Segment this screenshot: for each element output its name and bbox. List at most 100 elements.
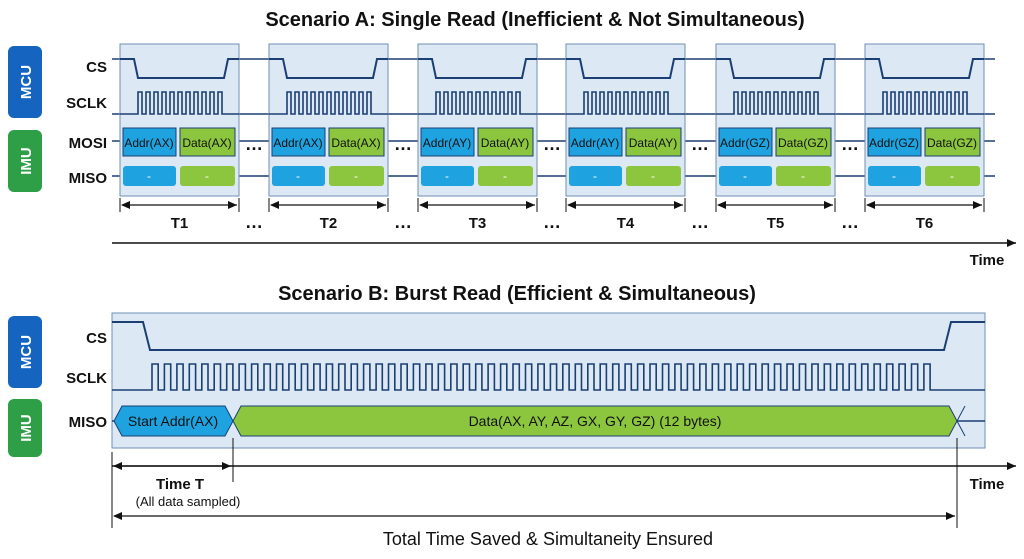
mosi-data-box [477,127,534,157]
scenario-b-cs-label: CS [86,330,107,347]
cs-pulse [269,58,388,79]
miso-value-a: - [296,169,300,183]
miso-box-b [626,166,681,186]
scenario-b-mcu-label: MCU [18,335,35,369]
scenario-b-data-segment: Data(AX, AY, AZ, GX, GY, GZ) (12 bytes) [232,405,958,437]
miso-value-b: - [354,169,358,183]
scenario-a-imu-label: IMU [18,147,35,175]
scenario-b-data-label: Data(AX, AY, AZ, GX, GY, GZ) (12 bytes) [469,413,722,429]
mosi-ellipsis: … [245,134,263,154]
miso-value-a: - [593,169,597,183]
mosi-addr-box [271,127,326,157]
cs-pulse [865,58,984,79]
mosi-data-box [625,127,682,157]
mosi-addr-label: Addr(AX) [124,136,173,150]
miso-box-b [478,166,533,186]
scenario-b-time-t-note: (All data sampled) [136,494,241,509]
miso-value-b: - [950,169,954,183]
mosi-data-box [328,127,385,157]
mosi-addr-box [420,127,475,157]
mosi-ellipsis: … [691,134,709,154]
cs-pulse [120,58,239,79]
sclk-pulses [865,91,984,115]
mosi-addr-box [122,127,177,157]
miso-value-a: - [743,169,747,183]
mosi-addr-label: Addr(AY) [571,136,619,150]
mosi-addr-box [568,127,623,157]
sclk-pulses [120,91,239,115]
scenario-a-mcu-label: MCU [18,65,35,99]
miso-box-a [272,166,325,186]
period-label: T6 [916,215,934,232]
period-label: T4 [617,215,635,232]
scenario-a-cs-label: CS [86,59,107,76]
scenario-b-time-label: Time [970,476,1005,493]
mosi-ellipsis: … [841,134,859,154]
sclk-pulses [566,91,685,115]
scenario-b-start-addr-segment: Start Addr(AX) [113,405,234,437]
scenario-b-sclk-label: SCLK [66,370,107,387]
miso-box-a [569,166,622,186]
scenario-a-mcu-badge: MCU [8,46,42,118]
sclk-pulses [418,91,537,115]
scenario-b-miso-tail [956,405,966,437]
miso-value-a: - [445,169,449,183]
miso-value-b: - [651,169,655,183]
sclk-b-pulses [112,363,985,391]
transaction-5: Addr(GZ) Data(GZ) - - T5 [715,43,836,232]
miso-value-b: - [205,169,209,183]
scenario-a-imu-badge: IMU [8,130,42,192]
transaction-2: Addr(AX) Data(AX) - - T2 [268,43,389,232]
miso-box-a [421,166,474,186]
period-ellipsis: … [841,212,859,232]
miso-box-b [925,166,980,186]
scenario-b-miso-label: MISO [69,414,108,431]
transaction-6: Addr(GZ) Data(GZ) - - T6 [864,43,985,232]
mosi-ellipsis: … [543,134,561,154]
mosi-addr-box [867,127,922,157]
scenario-b-title: Scenario B: Burst Read (Efficient & Simu… [278,283,756,305]
period-label: T3 [469,215,487,232]
miso-box-a [868,166,921,186]
scenario-b-imu-label: IMU [18,414,35,442]
mosi-addr-label: Addr(GZ) [869,136,919,150]
mosi-data-label: Data(AY) [481,136,529,150]
period-ellipsis: … [394,212,412,232]
scenario-b-sclk-waveform [112,363,985,391]
scenario-b-time-t-label: Time T [156,476,204,493]
miso-value-a: - [892,169,896,183]
miso-value-a: - [147,169,151,183]
sclk-pulses [269,91,388,115]
scenario-a-sclk-label: SCLK [66,95,107,112]
cs-pulse [418,58,537,79]
scenario-a-mosi-label: MOSI [69,135,107,152]
scenario-a-time-label: Time [970,252,1005,269]
mosi-addr-label: Addr(AY) [423,136,471,150]
period-ellipsis: … [691,212,709,232]
scenario-a-timing: Addr(AX) Data(AX) - - T1 … … Addr(AX) Data(AX) - -… [112,43,995,232]
period-label: T1 [171,215,189,232]
transaction-4: Addr(AY) Data(AY) - - T4 [565,43,686,232]
scenario-b-start-addr-label: Start Addr(AX) [128,413,218,429]
miso-value-b: - [503,169,507,183]
miso-box-a [123,166,176,186]
mosi-data-box [775,127,832,157]
period-ellipsis: … [543,212,561,232]
cs-pulse [566,58,685,79]
miso-box-b [776,166,831,186]
scenario-a-miso-label: MISO [69,170,108,187]
sclk-pulses [716,91,835,115]
scenario-b-mcu-badge: MCU [8,316,42,388]
mosi-ellipsis: … [394,134,412,154]
scenario-b-imu-badge: IMU [8,399,42,457]
mosi-addr-label: Addr(AX) [273,136,322,150]
mosi-data-label: Data(GZ) [778,136,828,150]
transaction-3: Addr(AY) Data(AY) - - T3 [417,43,538,232]
miso-box-b [329,166,384,186]
miso-value-b: - [801,169,805,183]
period-label: T5 [767,215,785,232]
mosi-data-label: Data(AY) [629,136,677,150]
period-ellipsis: … [245,212,263,232]
cs-pulse [716,58,835,79]
